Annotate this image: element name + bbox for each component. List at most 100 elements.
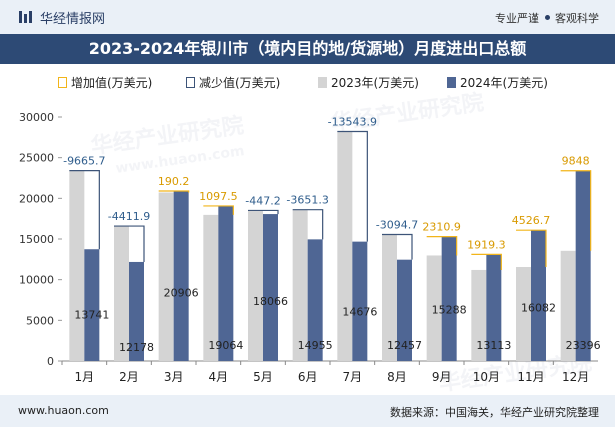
change-label: 4526.7 [512, 214, 551, 227]
x-tick-label: 2月 [119, 370, 139, 384]
legend-label-2023: 2023年(万美元) [331, 76, 419, 90]
legend-swatch-increase [58, 77, 67, 88]
bar-2024 [575, 170, 591, 361]
value-label-2024: 20906 [164, 286, 199, 299]
decrease-bracket [248, 209, 279, 215]
change-label: 2310.9 [422, 221, 461, 234]
x-tick-label: 8月 [387, 370, 407, 384]
change-label: -3651.3 [286, 194, 328, 207]
change-label: -13543.9 [328, 115, 377, 128]
legend-item-decrease: 减少值(万美元) [186, 74, 280, 91]
legend-swatch-2023 [318, 77, 327, 88]
footer-url: www.huaon.com [18, 404, 109, 417]
chart-legend: 增加值(万美元) 减少值(万美元) 2023年(万美元) 2024年(万美元) [0, 70, 615, 92]
increase-bracket [203, 205, 234, 215]
chart-title: 2023-2024年银川市（境内目的地/货源地）月度进出口总额 [88, 39, 527, 58]
value-label-2024: 14676 [342, 306, 377, 319]
bar-2024 [531, 230, 546, 361]
bar-2024 [129, 261, 144, 361]
decrease-bracket [382, 233, 413, 260]
bar-2023 [426, 255, 442, 361]
bar-2023 [516, 267, 531, 361]
decrease-bracket [337, 130, 368, 242]
bar-2024 [307, 239, 323, 361]
y-tick-label: 30000 [19, 111, 54, 124]
change-label: -4411.9 [108, 210, 150, 223]
y-tick-label: 10000 [19, 274, 54, 287]
x-tick-label: 6月 [298, 370, 318, 384]
legend-swatch-decrease [186, 77, 195, 88]
value-label-2024: 13113 [476, 339, 511, 352]
x-tick-label: 7月 [343, 370, 363, 384]
y-tick-label: 25000 [19, 152, 54, 165]
change-label: 1919.3 [467, 238, 506, 251]
bar-2024 [218, 205, 234, 361]
value-label-2024: 12457 [387, 339, 422, 352]
legend-label-increase: 增加值(万美元) [71, 76, 153, 90]
decrease-bracket [292, 209, 324, 240]
title-bar: 2023-2024年银川市（境内目的地/货源地）月度进出口总额 [0, 34, 615, 64]
bar-2023 [382, 234, 397, 361]
value-label-2024: 23396 [566, 339, 601, 352]
bar-2024 [352, 241, 368, 361]
value-label-2024: 19064 [208, 339, 243, 352]
x-tick-label: 1月 [75, 370, 95, 384]
legend-label-decrease: 减少值(万美元) [199, 76, 281, 90]
bar-2023 [114, 226, 129, 361]
bar-2024 [486, 254, 502, 361]
bar-2023 [248, 210, 263, 361]
legend-label-2024: 2024年(万美元) [460, 76, 548, 90]
x-tick-label: 3月 [164, 370, 184, 384]
bar-2023 [158, 192, 174, 361]
huajing-logo-icon [19, 11, 32, 23]
top-bar: 华经情报网 专业严谨 客观科学 [0, 0, 615, 34]
chart-plot: 0 5000 10000 15000 20000 25000 30000 1月 -9665.7 1… [19, 111, 601, 384]
footer-source: 数据来源：中国海关，华经产业研究院整理 [390, 406, 599, 419]
decrease-bracket [114, 225, 145, 262]
bar-2024 [84, 249, 100, 361]
decrease-bracket [69, 170, 100, 250]
bar-2024 [173, 190, 189, 361]
increase-bracket [426, 236, 458, 256]
legend-item-2024: 2024年(万美元) [447, 74, 548, 91]
increase-bracket [516, 229, 547, 268]
bar-2023 [560, 250, 576, 361]
brand-name: 华经情报网 [40, 11, 106, 27]
x-tick-label: 4月 [209, 370, 229, 384]
value-label-2024: 14955 [298, 339, 333, 352]
y-tick-label: 20000 [19, 192, 54, 205]
tagline-right: 客观科学 [555, 12, 599, 25]
legend-item-increase: 增加值(万美元) [58, 74, 152, 91]
bar-2023 [203, 214, 219, 361]
x-tick-label: 5月 [253, 370, 273, 384]
brand-logo: 华经情报网 [18, 8, 106, 27]
value-label-2024: 18066 [253, 295, 288, 308]
change-label: 1097.5 [199, 190, 238, 203]
x-tick-label: 9月 [432, 370, 452, 384]
bar-2023 [292, 209, 308, 361]
change-label: 190.2 [158, 175, 190, 188]
footer-bar: www.huaon.com 数据来源：中国海关，华经产业研究院整理 [0, 395, 615, 427]
x-tick-label: 11月 [517, 370, 544, 384]
legend-swatch-2024 [447, 77, 456, 88]
increase-bracket [471, 253, 502, 270]
bar-2024 [441, 236, 457, 361]
tagline-left: 专业严谨 [495, 12, 539, 25]
increase-bracket [158, 190, 190, 193]
change-label: 9848 [562, 155, 590, 168]
value-label-2024: 16082 [521, 301, 556, 314]
legend-item-2023: 2023年(万美元) [318, 74, 419, 91]
tagline-dot-icon [545, 15, 550, 20]
value-label-2024: 15288 [432, 304, 467, 317]
x-tick-label: 10月 [473, 370, 500, 384]
bar-2024 [397, 259, 412, 361]
value-label-2024: 13741 [74, 309, 109, 322]
bar-2023 [337, 131, 353, 361]
x-tick-label: 12月 [562, 370, 589, 384]
increase-bracket [560, 170, 592, 251]
change-label: -3094.7 [376, 219, 418, 232]
change-label: -9665.7 [63, 155, 105, 168]
value-label-2024: 12178 [119, 341, 154, 354]
tagline: 专业严谨 客观科学 [495, 10, 599, 26]
